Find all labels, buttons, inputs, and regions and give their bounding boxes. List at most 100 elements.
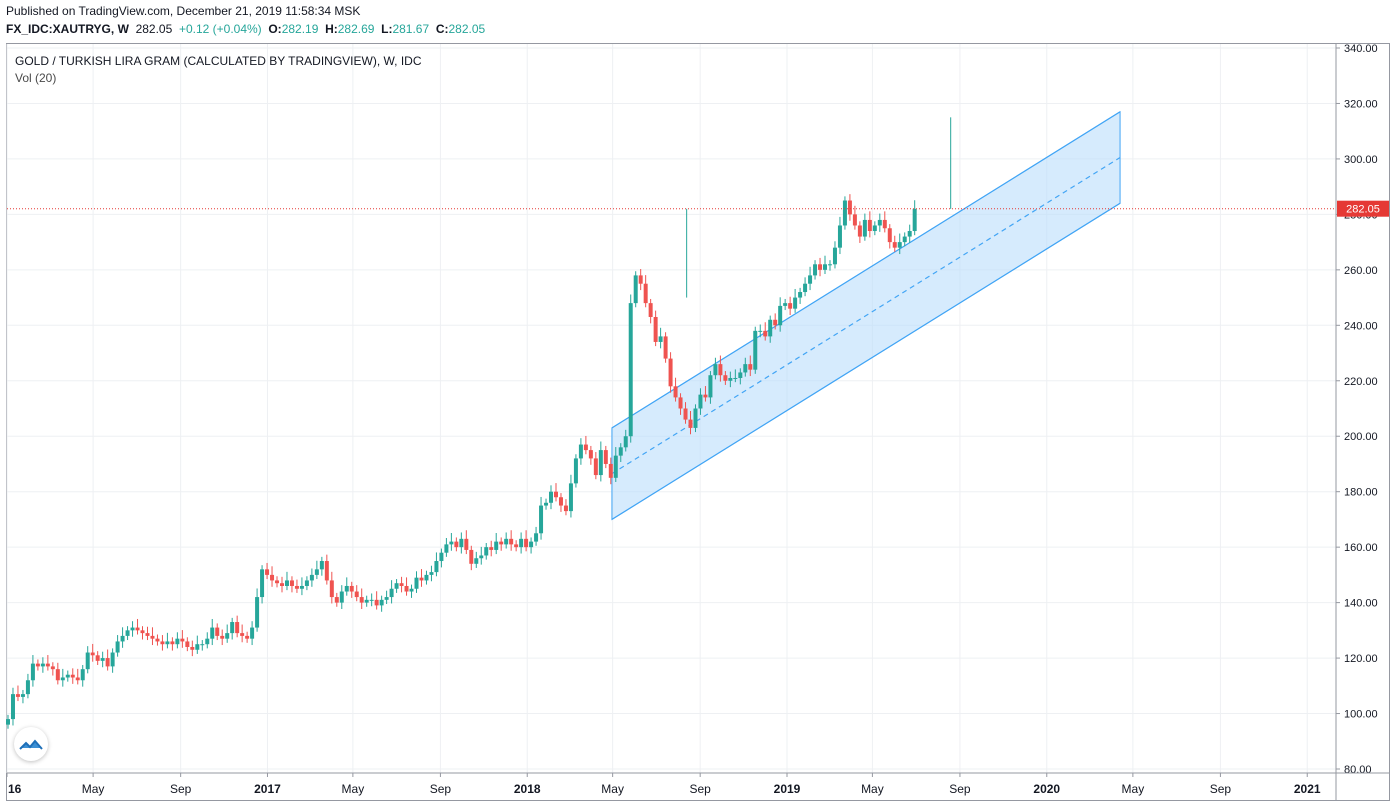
x-tick-label: Sep [689, 782, 711, 796]
candle-body [673, 386, 678, 398]
y-tick-label: 320.00 [1344, 98, 1378, 110]
candle-body [693, 408, 698, 428]
y-tick-label: 100.00 [1344, 709, 1378, 721]
candle-body [718, 364, 723, 376]
candle-body [728, 377, 733, 381]
volume-indicator-label: Vol (20) [15, 71, 57, 85]
candle-body [70, 674, 75, 678]
candle-body [678, 397, 683, 409]
candle-body [195, 644, 200, 650]
candle-body [255, 597, 260, 628]
candle-body [872, 225, 877, 232]
candle-body [319, 561, 324, 570]
x-tick-label: Sep [430, 782, 452, 796]
candle-body [583, 444, 588, 451]
candle-body [65, 674, 70, 678]
candle-body [125, 630, 130, 636]
candle-body [857, 225, 862, 237]
symbol-name[interactable]: FX_IDC:XAUTRYG, W [6, 22, 129, 36]
candle-body [773, 319, 778, 326]
candle-body [887, 228, 892, 243]
candle-body [359, 597, 364, 603]
candle-body [733, 377, 738, 379]
low-value: 281.67 [392, 22, 430, 36]
candle-body [449, 541, 454, 545]
candle-body [294, 585, 299, 589]
candle-body [120, 635, 125, 642]
candle-body [275, 580, 280, 584]
candle-body [399, 583, 404, 586]
candle-body [434, 561, 439, 573]
candle-body [324, 561, 329, 581]
candle-body [837, 225, 842, 248]
y-tick-label: 160.00 [1344, 542, 1378, 554]
open-value: 282.19 [281, 22, 319, 36]
high-label: H: [325, 22, 338, 36]
candle-body [808, 275, 813, 284]
candle-body [558, 497, 563, 506]
candle-body [738, 372, 743, 378]
candle-body [563, 505, 568, 512]
candle-body [753, 330, 758, 370]
y-tick-label: 300.00 [1344, 154, 1378, 166]
candle-body [778, 305, 783, 326]
candle-body [175, 638, 180, 645]
candle-body [145, 633, 150, 636]
candle-body [25, 680, 30, 695]
candle-body [608, 463, 613, 478]
x-tick-label: May [1122, 782, 1145, 796]
candle-body [314, 569, 319, 575]
candle-body [459, 538, 464, 548]
candle-body [703, 394, 708, 398]
candle-body [912, 208, 917, 232]
candle-body [270, 574, 275, 581]
candle-body [549, 491, 554, 503]
candle-body [309, 574, 314, 581]
x-tick-label: Sep [170, 782, 192, 796]
x-tick-label: 2020 [1033, 782, 1060, 796]
high-value: 282.69 [337, 22, 375, 36]
candle-body [250, 627, 255, 639]
candle-body [598, 450, 603, 476]
candle-body [50, 666, 55, 670]
candle-body [344, 585, 349, 592]
candle-body [284, 580, 289, 586]
candle-body [20, 694, 25, 697]
x-tick-label: 2018 [514, 782, 541, 796]
candle-body [150, 635, 155, 639]
candle-body [394, 583, 399, 589]
candle-body [424, 574, 429, 581]
candle-body [713, 364, 718, 376]
candle-body [793, 297, 798, 309]
candle-body [847, 200, 852, 215]
candle-body [215, 627, 220, 636]
candle-body [454, 541, 459, 548]
x-tick-label: 2017 [254, 782, 281, 796]
candle-body [514, 544, 519, 548]
candle-body [140, 630, 145, 634]
candle-body [374, 599, 379, 606]
candle-body [55, 669, 60, 681]
candle-body [544, 502, 549, 506]
candle-body [160, 641, 165, 645]
published-caption: Published on TradingView.com, December 2… [6, 4, 361, 18]
candle-body [304, 580, 309, 586]
candle-body [897, 242, 902, 248]
candle-body [200, 644, 205, 646]
candle-body [818, 264, 823, 270]
candle-body [827, 264, 832, 266]
candle-body [225, 633, 230, 639]
candle-body [668, 358, 673, 387]
candle-body [389, 588, 394, 598]
x-tick-label: Sep [1210, 782, 1232, 796]
candle-body [474, 558, 479, 564]
candle-body [210, 627, 215, 639]
candle-body [588, 450, 593, 459]
tradingview-logo[interactable] [14, 727, 48, 761]
y-tick-label: 120.00 [1344, 653, 1378, 665]
candle-body [813, 264, 818, 276]
x-tick-label: May [861, 782, 884, 796]
candle-body [658, 336, 663, 342]
candle-body [648, 303, 653, 317]
